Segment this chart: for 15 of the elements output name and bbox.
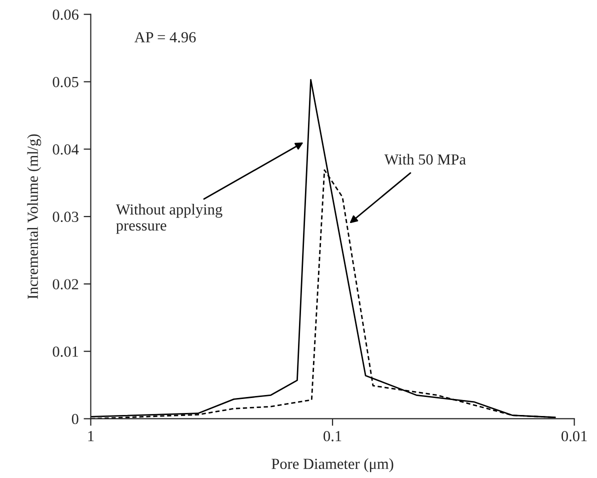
y-tick-label: 0.01 [52,346,78,357]
y-axis-title: Incremental Volume (ml/g) [27,134,42,299]
y-tick-label: 0.05 [52,76,78,88]
x-axis-title: Pore Diameter (μm) [272,458,394,472]
y-tick-label: 0.06 [52,9,78,20]
y-tick-label: 0.03 [52,212,78,222]
y-tick-label: 0.04 [52,144,79,155]
annotation: With 50 MPa [384,154,466,165]
annotation: AP = 4.96 [134,32,196,42]
x-tick-label: 0.1 [324,430,342,442]
y-tick-label: 0.02 [52,279,78,290]
x-tick-label: 1 [88,431,94,442]
x-tick-label: 0.01 [562,430,587,442]
annotation: Without applying pressure [116,204,222,234]
y-tick-label: 0 [72,414,78,424]
